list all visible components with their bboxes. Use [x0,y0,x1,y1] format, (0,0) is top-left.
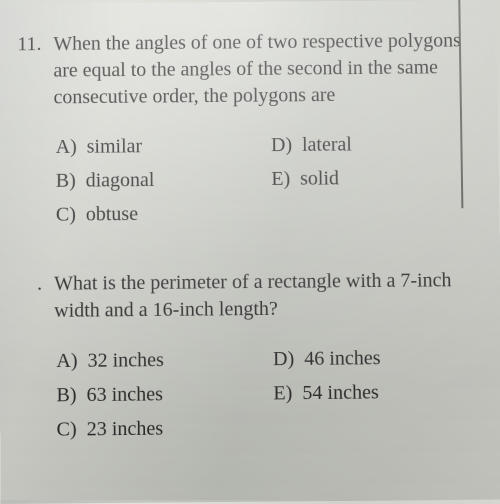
page: 11. When the angles of one of two respec… [0,0,500,504]
choice-e-text: 54 inches [302,381,379,404]
choice-b: B) 63 inches [56,379,249,409]
question-stem: What is the perimeter of a rectangle wit… [54,267,465,325]
choice-d: D) lateral [271,130,463,159]
choice-a: A) similar [56,131,248,160]
choice-d-text: lateral [302,134,352,156]
choice-a: A) 32 inches [56,345,249,375]
choice-e: E) solid [271,163,463,193]
choice-grid: A) 32 inches D) 46 inches B) 63 inches E… [48,343,467,443]
question-perimeter: . What is the perimeter of a rectangle w… [48,267,467,444]
choice-c: C) 23 inches [57,414,250,444]
question-number: . [14,271,42,298]
question-head: 11. When the angles of one of two respec… [47,28,462,112]
choice-c: C) obtuse [56,199,248,229]
question-11: 11. When the angles of one of two respec… [47,28,463,229]
question-stem: When the angles of one of two respective… [53,28,462,112]
choice-d: D) 46 inches [273,343,466,373]
choice-b-text: diagonal [86,169,155,192]
choice-c-text: obtuse [86,203,138,225]
question-number: 11. [14,31,42,58]
choice-d-text: 46 inches [304,347,381,370]
choice-a-text: similar [87,135,142,157]
choice-e: E) 54 inches [273,378,466,408]
choice-b-text: 63 inches [87,383,164,406]
choice-c-text: 23 inches [87,418,164,441]
choice-grid: A) similar D) lateral B) diagonal E) sol… [48,130,464,229]
question-head: . What is the perimeter of a rectangle w… [48,267,465,325]
choice-a-text: 32 inches [88,349,164,372]
choice-b: B) diagonal [56,165,248,195]
choice-e-text: solid [300,167,339,189]
